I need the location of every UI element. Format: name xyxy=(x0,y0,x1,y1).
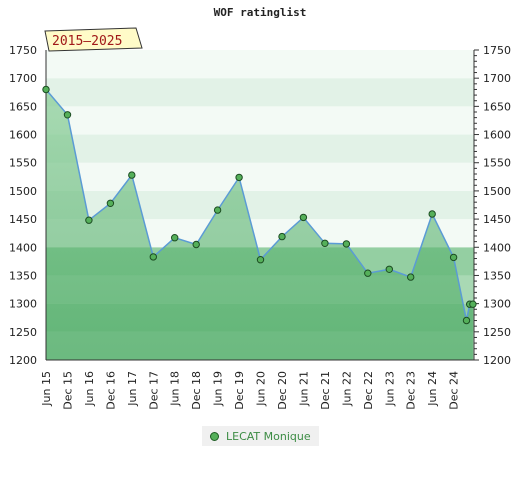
grid-band xyxy=(46,106,474,135)
y-tick-label-left: 1500 xyxy=(9,185,37,198)
y-tick-label-left: 1650 xyxy=(9,100,37,113)
legend-marker-icon xyxy=(210,431,219,441)
data-point xyxy=(449,253,458,262)
x-tick-label: Dec 18 xyxy=(190,371,203,410)
data-point xyxy=(364,269,372,277)
data-point xyxy=(342,240,351,248)
x-tick-label: Dec 22 xyxy=(362,371,375,410)
x-tick-label: Jun 15 xyxy=(40,371,53,407)
data-point xyxy=(106,199,115,208)
x-tick-label: Jun 20 xyxy=(255,371,268,407)
x-tick-label: Dec 15 xyxy=(62,371,75,410)
x-tick-label: Jun 19 xyxy=(212,371,225,407)
x-tick-label: Dec 21 xyxy=(319,371,332,410)
y-tick-label-right: 1200 xyxy=(483,354,511,367)
y-tick-label-right: 1400 xyxy=(483,241,511,254)
data-point xyxy=(321,239,329,248)
x-tick-label: Dec 23 xyxy=(405,371,418,410)
data-point xyxy=(85,216,93,224)
range-label: 2015–2025 xyxy=(52,34,122,49)
y-tick-label-left: 1450 xyxy=(9,213,37,226)
y-tick-label-left: 1200 xyxy=(9,354,37,367)
y-tick-label-left: 1350 xyxy=(9,269,37,282)
data-point xyxy=(278,232,286,241)
x-tick-label: Dec 16 xyxy=(104,371,117,410)
x-tick-label: Jun 24 xyxy=(426,371,439,407)
data-point xyxy=(42,85,50,94)
x-tick-label: Jun 23 xyxy=(383,371,396,407)
data-point xyxy=(256,256,265,264)
data-point xyxy=(63,111,72,119)
data-point xyxy=(192,240,200,249)
y-tick-label-left: 1250 xyxy=(9,326,37,339)
y-tick-label-left: 1400 xyxy=(9,241,37,254)
data-point xyxy=(462,316,471,325)
range-badge: 2015–2025 xyxy=(44,27,143,52)
data-point xyxy=(469,300,477,308)
area-fill xyxy=(46,89,473,360)
y-tick-label-left: 1300 xyxy=(9,298,37,311)
data-point xyxy=(299,213,308,222)
y-tick-label-right: 1650 xyxy=(483,100,511,113)
data-point xyxy=(213,206,222,214)
y-tick-label-right: 1350 xyxy=(483,269,511,282)
legend: LECAT Monique xyxy=(202,426,319,446)
x-tick-label: Jun 21 xyxy=(297,371,310,407)
x-tick-label: Dec 19 xyxy=(233,371,246,410)
x-tick-label: Jun 22 xyxy=(340,371,353,407)
x-tick-label: Dec 20 xyxy=(276,371,289,410)
y-tick-label-left: 1700 xyxy=(9,72,37,85)
y-tick-label-right: 1250 xyxy=(483,326,511,339)
x-tick-label: Jun 17 xyxy=(126,371,139,407)
data-point xyxy=(149,253,158,261)
y-tick-label-right: 1750 xyxy=(483,44,511,57)
y-tick-label-right: 1450 xyxy=(483,213,511,226)
data-point xyxy=(407,273,415,281)
grid-band xyxy=(46,134,474,163)
y-tick-label-left: 1750 xyxy=(9,44,37,57)
chart-title: WOF ratinglist xyxy=(213,6,307,19)
grid-band xyxy=(46,78,474,107)
y-tick-label-left: 1600 xyxy=(9,129,37,142)
grid-band xyxy=(46,50,474,79)
y-tick-label-left: 1550 xyxy=(9,157,37,170)
data-point xyxy=(385,265,393,273)
y-tick-label-right: 1500 xyxy=(483,185,511,198)
data-point xyxy=(235,173,243,182)
y-tick-label-right: 1550 xyxy=(483,157,511,170)
data-point xyxy=(128,171,136,179)
x-tick-label: Dec 24 xyxy=(448,371,461,410)
grid-band xyxy=(46,162,474,191)
x-tick-label: Jun 16 xyxy=(83,371,96,407)
y-tick-label-right: 1600 xyxy=(483,129,511,142)
data-point xyxy=(171,234,179,242)
y-tick-label-right: 1700 xyxy=(483,72,511,85)
legend-label: LECAT Monique xyxy=(226,429,311,443)
x-tick-label: Dec 17 xyxy=(147,371,160,410)
data-point xyxy=(428,210,436,218)
x-tick-label: Jun 18 xyxy=(169,371,182,407)
y-tick-label-right: 1300 xyxy=(483,298,511,311)
